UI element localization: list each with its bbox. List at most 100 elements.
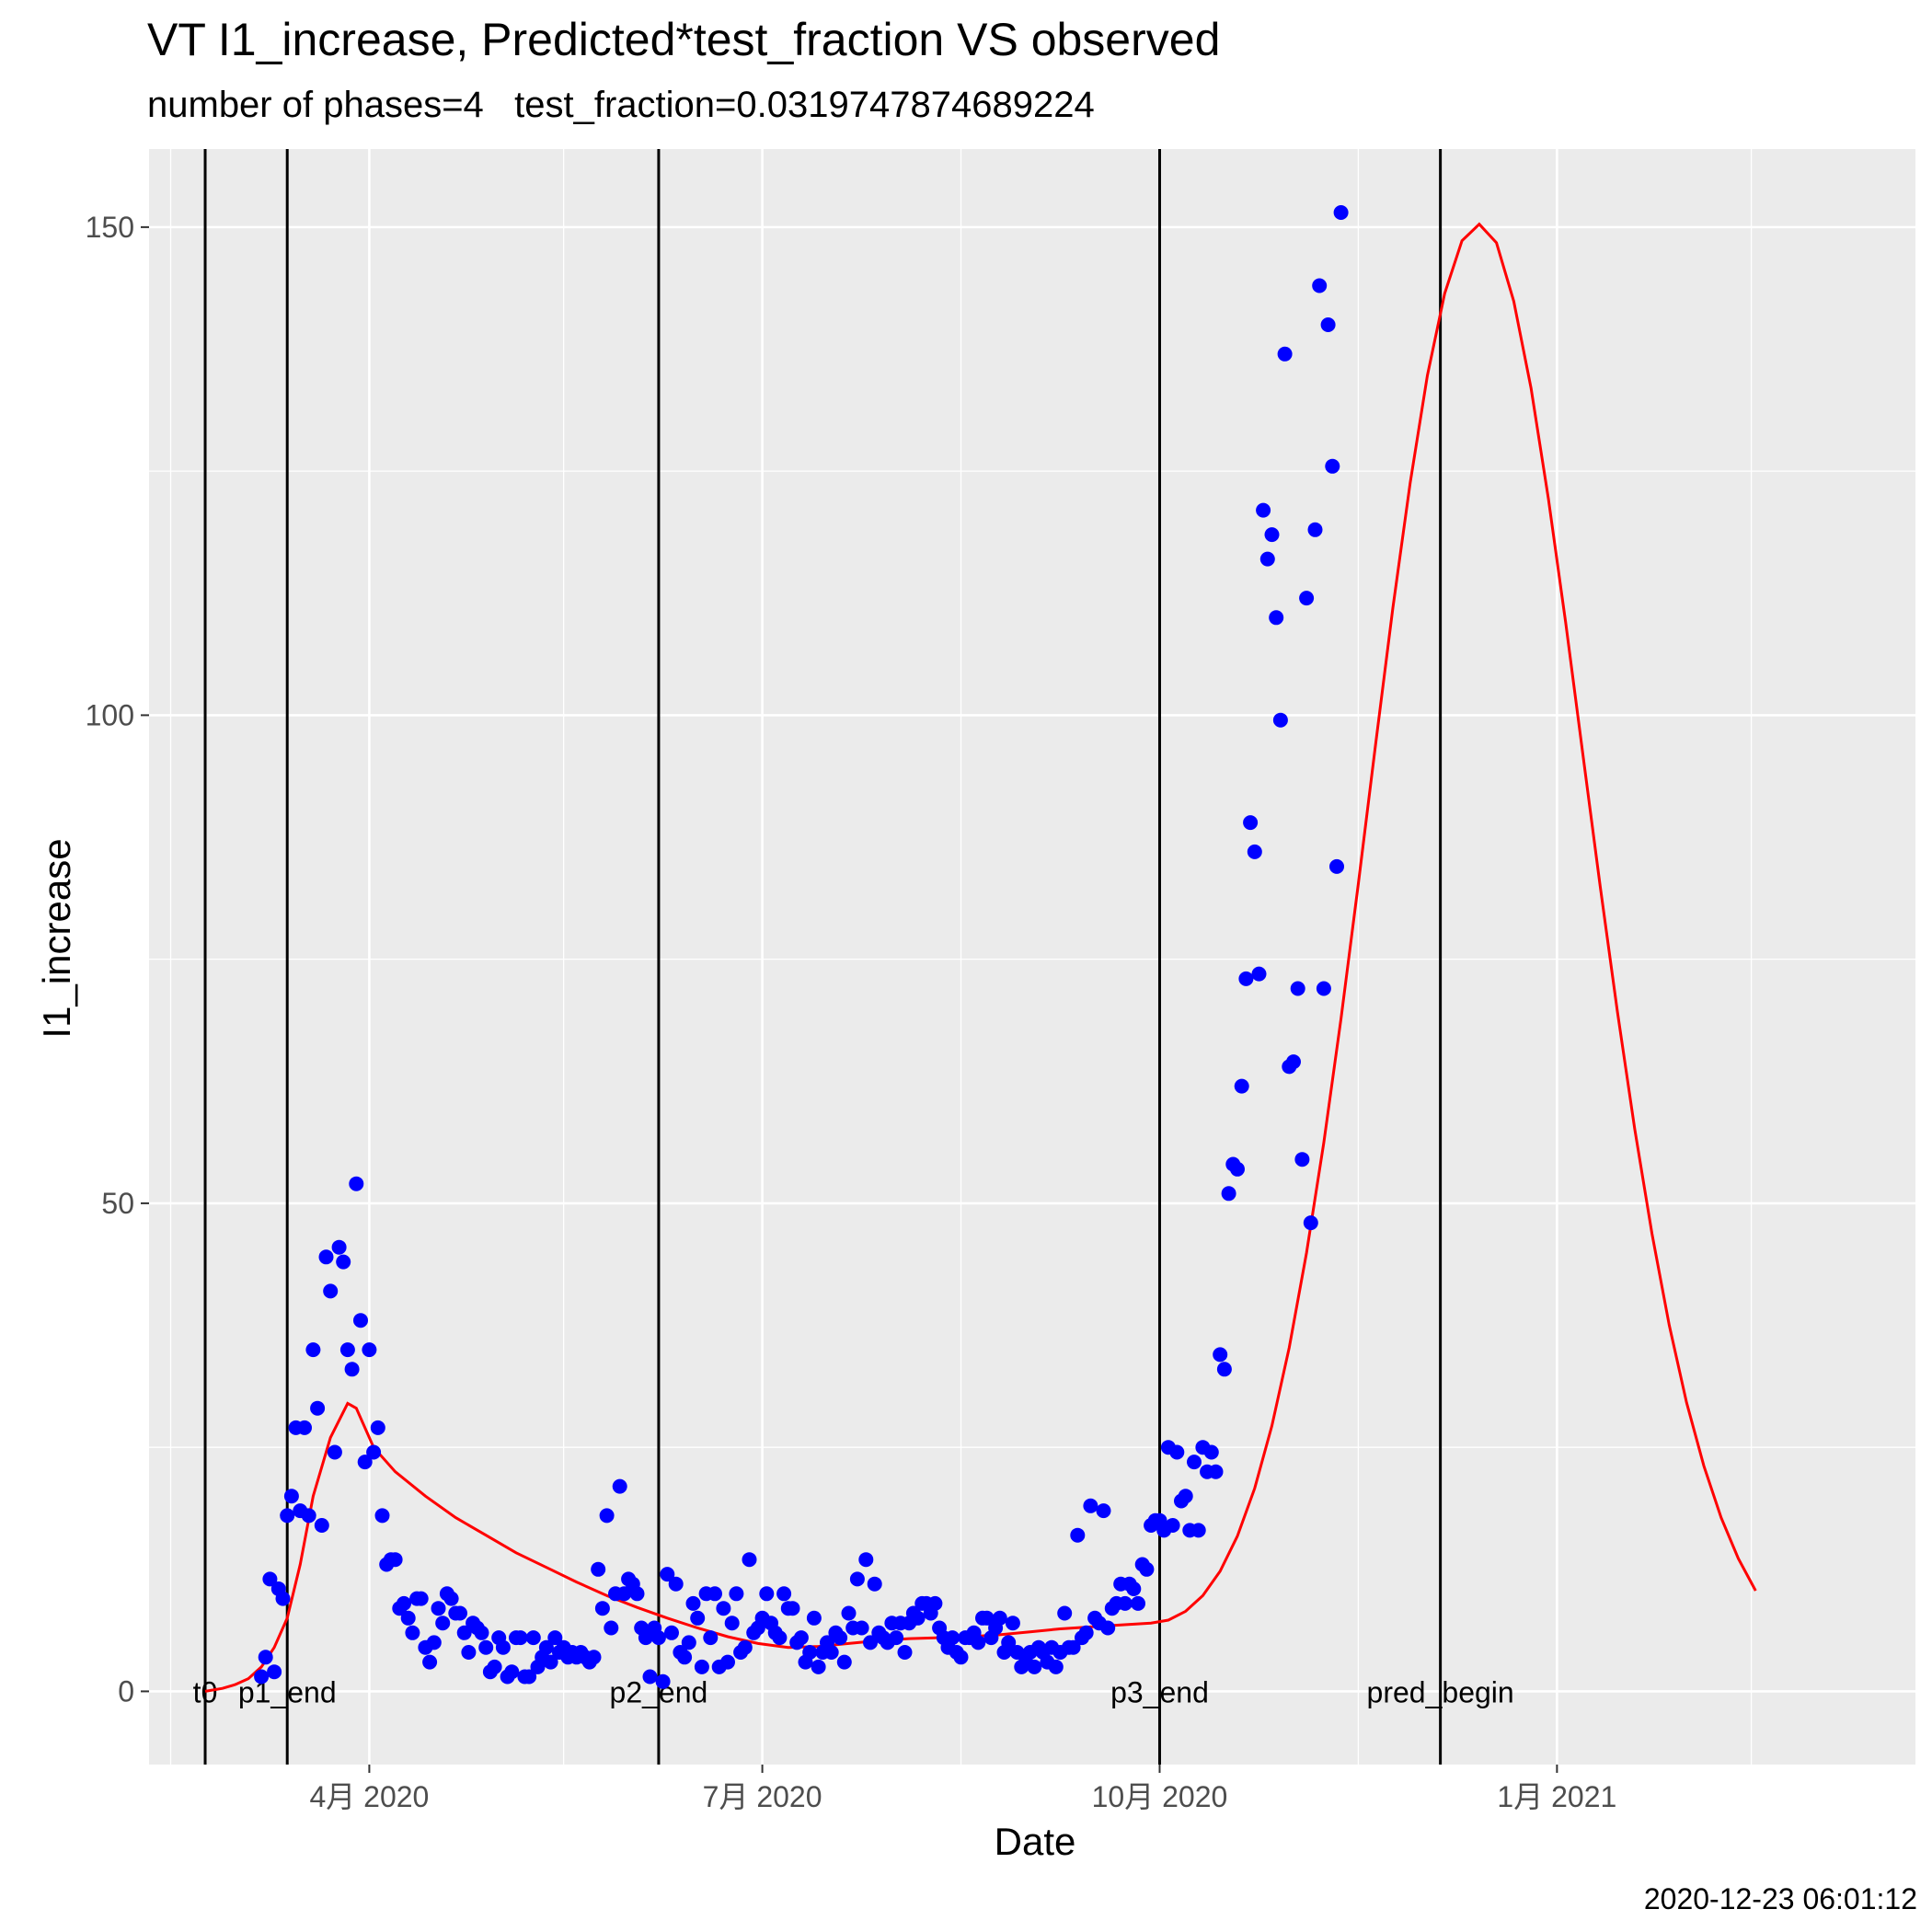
chart-title: VT I1_increase, Predicted*test_fraction …	[147, 14, 1221, 65]
observed-point	[1251, 966, 1267, 982]
observed-point	[806, 1610, 822, 1626]
observed-point	[305, 1342, 321, 1358]
observed-point	[474, 1625, 489, 1640]
observed-point	[616, 1586, 632, 1602]
observed-point	[1272, 712, 1288, 728]
observed-point	[1238, 971, 1254, 986]
observed-point	[318, 1249, 334, 1265]
observed-point	[413, 1591, 429, 1606]
observed-point	[971, 1635, 986, 1650]
observed-point	[435, 1616, 451, 1631]
observed-point	[1001, 1635, 1017, 1650]
observed-point	[1100, 1620, 1116, 1636]
observed-point	[785, 1601, 800, 1616]
observed-point	[301, 1508, 316, 1524]
observed-point	[823, 1645, 839, 1660]
observed-point	[1208, 1464, 1224, 1479]
observed-point	[1290, 981, 1305, 996]
vline-label: t0	[193, 1675, 218, 1708]
observed-point	[776, 1586, 792, 1602]
observed-point	[1234, 1078, 1249, 1094]
observed-point	[1187, 1455, 1202, 1470]
observed-point	[426, 1635, 442, 1650]
observed-point	[703, 1630, 719, 1646]
timestamp-caption: 2020-12-23 06:01:12	[1643, 1882, 1917, 1915]
observed-point	[1247, 844, 1262, 859]
observed-point	[1294, 1152, 1310, 1167]
observed-point	[720, 1654, 735, 1670]
observed-point	[1131, 1595, 1145, 1611]
observed-point	[811, 1659, 826, 1674]
observed-point	[1065, 1639, 1081, 1655]
observed-point	[543, 1654, 558, 1670]
observed-point	[1169, 1444, 1185, 1460]
observed-point	[1221, 1186, 1236, 1202]
observed-point	[443, 1591, 459, 1606]
observed-point	[681, 1635, 696, 1650]
observed-point	[1303, 1215, 1318, 1231]
observed-point	[1139, 1561, 1155, 1577]
observed-point	[357, 1455, 373, 1470]
observed-point	[759, 1586, 775, 1602]
observed-point	[422, 1654, 438, 1670]
observed-point	[833, 1630, 848, 1646]
observed-point	[297, 1420, 312, 1435]
observed-point	[1316, 981, 1331, 996]
observed-point	[677, 1650, 693, 1665]
x-tick-label: 1月 2021	[1497, 1780, 1616, 1813]
observed-point	[349, 1176, 364, 1191]
observed-point	[1190, 1523, 1206, 1538]
observed-point	[1256, 502, 1271, 518]
observed-point	[793, 1630, 809, 1646]
observed-point	[594, 1601, 610, 1616]
observed-point	[397, 1595, 411, 1611]
observed-point	[1213, 1347, 1228, 1363]
y-tick-label: 100	[86, 698, 134, 731]
observed-point	[1048, 1659, 1064, 1674]
observed-point	[547, 1630, 563, 1646]
y-tick-label: 50	[101, 1187, 134, 1220]
observed-point	[487, 1659, 502, 1674]
observed-point	[945, 1630, 960, 1646]
observed-point	[858, 1552, 874, 1568]
observed-point	[258, 1650, 273, 1665]
observed-point	[1277, 346, 1293, 362]
vline-label: p1_end	[238, 1675, 337, 1708]
observed-point	[1126, 1581, 1142, 1596]
observed-point	[772, 1630, 788, 1646]
observed-point	[275, 1591, 291, 1606]
observed-point	[716, 1601, 731, 1616]
observed-point	[599, 1508, 615, 1524]
observed-point	[979, 1610, 995, 1626]
observed-point	[267, 1664, 282, 1680]
vline-label: p3_end	[1110, 1675, 1209, 1708]
panel-background	[149, 149, 1915, 1765]
observed-point	[366, 1444, 382, 1460]
observed-point	[1096, 1503, 1111, 1519]
observed-point	[1070, 1527, 1086, 1543]
observed-point	[461, 1645, 477, 1660]
observed-point	[638, 1630, 653, 1646]
observed-point	[707, 1586, 722, 1602]
observed-point	[400, 1610, 416, 1626]
observed-point	[283, 1489, 299, 1504]
observed-point	[453, 1605, 467, 1621]
y-axis-label: I1_increase	[35, 838, 78, 1039]
observed-point	[374, 1508, 390, 1524]
observed-point	[1307, 522, 1323, 537]
observed-point	[863, 1635, 878, 1650]
observed-point	[660, 1567, 675, 1582]
observed-point	[612, 1478, 627, 1494]
observed-point	[1203, 1444, 1219, 1460]
observed-point	[1312, 278, 1328, 293]
observed-point	[642, 1669, 658, 1685]
observed-point	[1230, 1161, 1245, 1177]
observed-point	[629, 1586, 645, 1602]
observed-point	[1165, 1518, 1180, 1533]
observed-point	[690, 1610, 706, 1626]
observed-point	[456, 1625, 472, 1640]
observed-point	[1299, 591, 1315, 606]
observed-point	[841, 1605, 857, 1621]
y-tick-label: 150	[86, 211, 134, 244]
observed-point	[1329, 858, 1344, 874]
